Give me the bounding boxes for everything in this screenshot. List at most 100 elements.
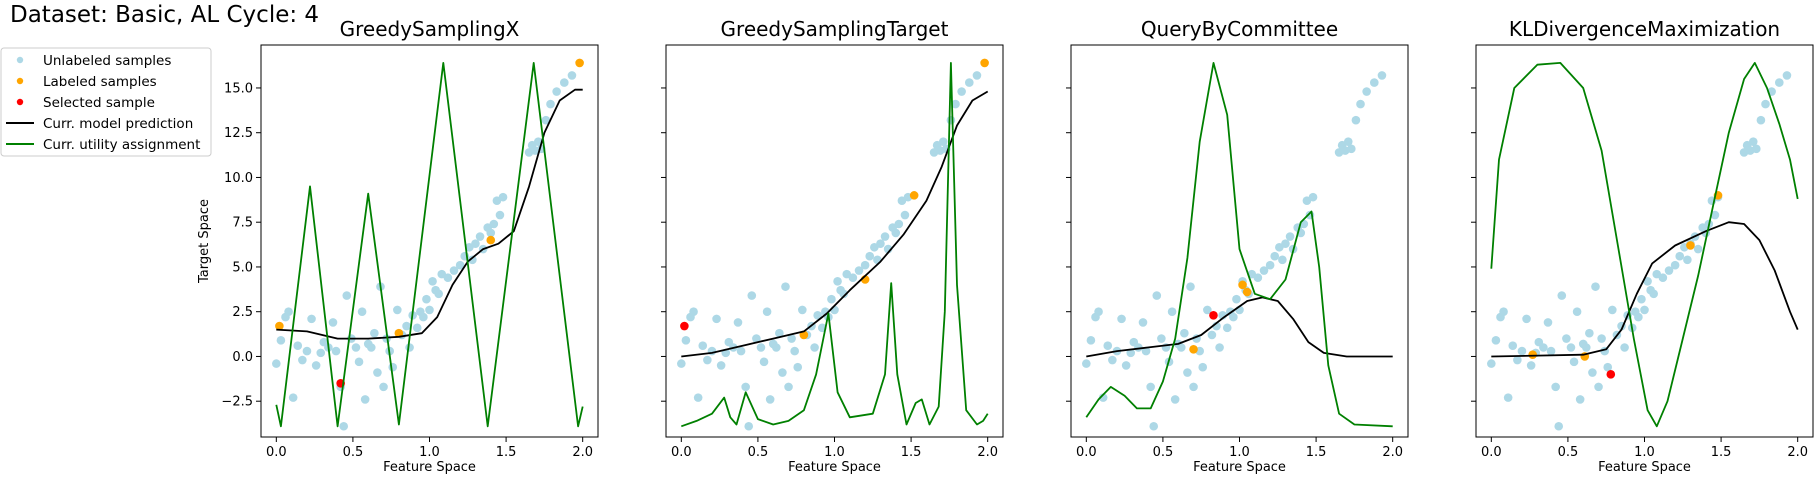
unlabeled-point [443, 273, 453, 282]
unlabeled-point [471, 239, 480, 248]
unlabeled-point [468, 255, 477, 265]
subplot-1: 0.0 0.5 1.0 1.5 2.0 −2.5 0.0 2.5 5.0 7.5 10.0 12.5 1… [197, 17, 599, 475]
unlabeled-point [938, 137, 948, 146]
unlabeled-point [951, 99, 960, 109]
unlabeled-point [693, 393, 703, 402]
unlabeled-point [1186, 282, 1195, 291]
unlabeled-point [1591, 282, 1600, 291]
x-tick-label: 0.5 [748, 445, 769, 460]
unlabeled-point [876, 239, 885, 248]
unlabeled-point [1232, 294, 1241, 304]
unlabeled-point [1557, 291, 1567, 300]
unlabeled-point [1356, 99, 1365, 109]
y-tick-label: 12.5 [224, 126, 253, 141]
unlabeled-point [1539, 343, 1548, 352]
unlabeled-point [793, 362, 803, 372]
utility-line [275, 62, 584, 428]
unlabeled-point [293, 341, 303, 351]
utility-line [1490, 62, 1799, 428]
x-tick-label: 2.0 [977, 445, 998, 460]
unlabeled-point [1215, 343, 1224, 352]
x-axis-label: Feature Space [383, 460, 476, 475]
unlabeled-point [1597, 334, 1606, 343]
unlabeled-point [1229, 312, 1238, 322]
labeled-point [1238, 280, 1247, 290]
unlabeled-point [1126, 348, 1136, 358]
subplot-title: QueryByCommittee [1141, 17, 1338, 41]
unlabeled-point [1517, 346, 1527, 356]
unlabeled-point [307, 314, 316, 324]
x-tick-label: 2.0 [1787, 445, 1808, 460]
unlabeled-point [272, 359, 281, 368]
unlabeled-point [1775, 78, 1784, 87]
unlabeled-point [1270, 251, 1280, 261]
legend-label: Curr. utility assignment [43, 137, 200, 153]
unlabeled-point [765, 395, 775, 404]
unlabeled-point [1670, 260, 1680, 270]
selected-point [1209, 310, 1218, 320]
unlabeled-point [865, 251, 875, 261]
unlabeled-point [677, 359, 686, 368]
unlabeled-point [736, 346, 746, 356]
unlabeled-point [1543, 318, 1553, 327]
unlabeled-point [1761, 99, 1770, 109]
legend: Unlabeled samples Labeled samples Selected… [0, 47, 212, 157]
unlabeled-point [1693, 244, 1703, 254]
unlabeled-point [1503, 393, 1513, 402]
unlabeled-point [712, 314, 721, 324]
unlabeled-point [1351, 115, 1361, 125]
unlabeled-point [1253, 273, 1263, 282]
unlabeled-point [1640, 305, 1649, 315]
plot-area [272, 58, 584, 431]
unlabeled-point [1683, 255, 1692, 265]
subplot-4: 0.0 0.5 1.0 1.5 2.0 KLDivergenceMaximization F… [1471, 17, 1814, 475]
unlabeled-point [1086, 336, 1096, 345]
unlabeled-point [813, 310, 822, 320]
subplot-title: GreedySamplingTarget [721, 17, 949, 41]
unlabeled-point [1487, 359, 1496, 368]
unlabeled-point [455, 260, 465, 270]
unlabeled-point [1149, 421, 1159, 431]
x-tick-label: 1.0 [824, 445, 845, 460]
prediction-line [1086, 296, 1393, 358]
y-tick-label: 2.5 [232, 305, 253, 320]
unlabeled-point [787, 334, 796, 343]
unlabeled-point [1752, 144, 1761, 154]
unlabeled-point [698, 341, 708, 351]
y-tick-label: 15.0 [224, 81, 253, 96]
unlabeled-point [703, 355, 712, 365]
unlabeled-point [1203, 305, 1212, 315]
legend-marker [16, 77, 24, 85]
x-tick-label: 1.5 [1306, 445, 1327, 460]
unlabeled-point [1594, 382, 1603, 392]
unlabeled-point [1094, 307, 1103, 317]
unlabeled-point [1643, 276, 1652, 286]
y-tick-label: 10.0 [224, 171, 253, 186]
unlabeled-point [546, 99, 555, 109]
unlabeled-point [1362, 87, 1371, 96]
unlabeled-point [1176, 343, 1186, 352]
unlabeled-point [1347, 144, 1356, 154]
unlabeled-point [1121, 361, 1131, 370]
unlabeled-point [756, 343, 766, 352]
legend-marker [16, 56, 24, 64]
unlabeled-point [541, 115, 551, 125]
unlabeled-point [1152, 291, 1162, 300]
unlabeled-point [762, 307, 772, 317]
unlabeled-point [1117, 314, 1126, 324]
unlabeled-point [880, 232, 890, 241]
selected-point [1606, 370, 1616, 379]
unlabeled-point [689, 307, 698, 317]
x-tick-label: 1.0 [1634, 445, 1655, 460]
x-tick-label: 1.5 [1711, 445, 1732, 460]
x-tick-label: 2.0 [572, 445, 593, 460]
unlabeled-point [1377, 71, 1387, 80]
labeled-point [1686, 241, 1695, 250]
unlabeled-point [1566, 343, 1576, 352]
unlabeled-point [1551, 382, 1560, 392]
unlabeled-point [560, 78, 569, 87]
labeled-point [909, 191, 919, 200]
unlabeled-point [498, 192, 508, 202]
unlabeled-point [328, 318, 338, 327]
unlabeled-point [1278, 255, 1287, 265]
